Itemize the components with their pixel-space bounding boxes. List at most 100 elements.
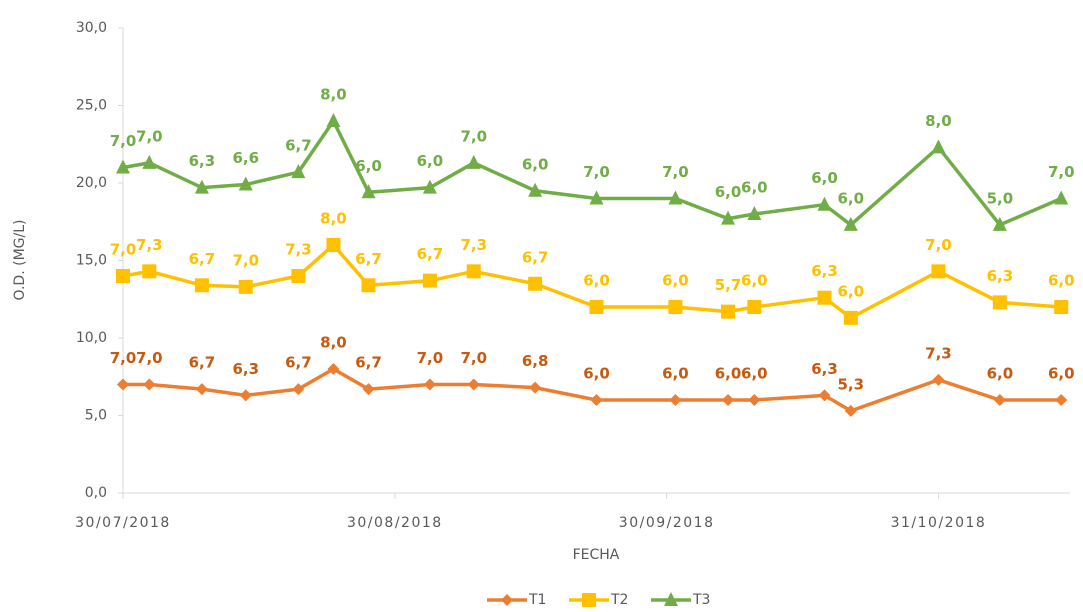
value-label: 6,0 bbox=[355, 157, 382, 175]
marker bbox=[721, 304, 736, 319]
marker bbox=[932, 373, 945, 386]
value-label: 6,0 bbox=[811, 169, 838, 187]
value-label: 6,3 bbox=[811, 360, 838, 378]
value-label: 6,0 bbox=[715, 183, 742, 201]
marker bbox=[194, 278, 209, 293]
y-tick-label: 5,0 bbox=[85, 408, 107, 424]
marker bbox=[1054, 300, 1069, 314]
value-label: 7,0 bbox=[232, 251, 259, 269]
legend-marker bbox=[664, 592, 678, 606]
marker bbox=[528, 276, 543, 291]
value-label: 6,0 bbox=[1048, 365, 1075, 383]
value-label: 5,0 bbox=[987, 189, 1014, 207]
marker bbox=[291, 164, 306, 179]
marker bbox=[239, 389, 252, 402]
value-label: 6,0 bbox=[741, 272, 768, 290]
marker bbox=[817, 196, 832, 211]
marker bbox=[238, 279, 253, 294]
value-label: 6,8 bbox=[522, 352, 549, 370]
marker bbox=[992, 295, 1007, 310]
value-label: 6,7 bbox=[285, 137, 312, 155]
marker bbox=[195, 383, 208, 396]
marker bbox=[843, 310, 858, 325]
value-label: 7,0 bbox=[110, 132, 137, 150]
value-label: 6,0 bbox=[662, 365, 689, 383]
marker bbox=[669, 394, 682, 406]
value-label: 7,0 bbox=[136, 127, 163, 145]
marker bbox=[528, 182, 543, 197]
value-label: 6,3 bbox=[811, 262, 838, 280]
marker bbox=[721, 210, 736, 225]
marker bbox=[1055, 394, 1068, 406]
marker bbox=[292, 383, 305, 396]
value-label: 6,7 bbox=[417, 245, 444, 263]
marker bbox=[590, 394, 603, 406]
marker bbox=[1054, 190, 1069, 205]
value-label: 7,0 bbox=[460, 127, 487, 145]
marker bbox=[992, 216, 1007, 231]
value-label: 7,0 bbox=[1048, 163, 1075, 181]
marker bbox=[467, 378, 480, 391]
value-label: 7,0 bbox=[925, 236, 952, 254]
value-label: 6,7 bbox=[285, 354, 312, 372]
value-label: 8,0 bbox=[320, 210, 347, 228]
marker bbox=[589, 300, 604, 314]
marker bbox=[326, 238, 341, 252]
marker bbox=[589, 190, 604, 205]
value-label: 6,6 bbox=[232, 149, 259, 167]
marker bbox=[326, 113, 341, 127]
value-label: 7,0 bbox=[662, 163, 689, 181]
marker bbox=[116, 159, 130, 174]
value-label: 6,3 bbox=[987, 267, 1014, 285]
y-tick-label: 10,0 bbox=[76, 330, 107, 346]
marker bbox=[931, 139, 946, 154]
marker bbox=[422, 179, 437, 194]
value-label: 6,0 bbox=[583, 365, 610, 383]
marker bbox=[361, 184, 376, 199]
marker bbox=[748, 394, 761, 406]
marker bbox=[327, 363, 340, 375]
value-label: 6,0 bbox=[987, 365, 1014, 383]
marker bbox=[194, 179, 209, 194]
marker bbox=[993, 394, 1006, 406]
value-label: 6,0 bbox=[837, 189, 864, 207]
marker bbox=[362, 383, 375, 396]
marker bbox=[466, 264, 481, 279]
marker bbox=[747, 300, 762, 314]
x-tick-label: 30/07/2018 bbox=[75, 515, 171, 531]
value-label: 7,3 bbox=[136, 236, 163, 254]
marker bbox=[117, 378, 129, 391]
marker bbox=[844, 404, 857, 417]
marker bbox=[142, 264, 157, 279]
marker bbox=[291, 269, 306, 283]
legend-marker bbox=[582, 593, 596, 607]
value-label: 6,7 bbox=[522, 248, 549, 266]
value-label: 6,3 bbox=[232, 360, 259, 378]
legend-label: T2 bbox=[610, 592, 628, 608]
value-label: 6,7 bbox=[355, 354, 382, 372]
marker bbox=[843, 216, 858, 231]
value-label: 7,3 bbox=[460, 236, 487, 254]
y-tick-label: 0,0 bbox=[85, 485, 107, 501]
x-tick-label: 31/10/2018 bbox=[891, 515, 987, 531]
marker bbox=[116, 269, 130, 283]
marker bbox=[142, 154, 157, 169]
marker bbox=[818, 389, 831, 402]
value-label: 6,0 bbox=[417, 152, 444, 170]
value-label: 6,7 bbox=[189, 250, 216, 268]
marker bbox=[747, 206, 762, 220]
marker bbox=[143, 378, 156, 391]
value-label: 8,0 bbox=[320, 86, 347, 104]
legend-marker bbox=[501, 594, 513, 606]
value-label: 7,0 bbox=[583, 163, 610, 181]
value-label: 7,3 bbox=[285, 241, 312, 259]
value-label: 6,3 bbox=[189, 152, 216, 170]
value-label: 7,0 bbox=[110, 349, 137, 367]
y-tick-label: 30,0 bbox=[76, 20, 107, 36]
legend-label: T1 bbox=[528, 592, 546, 608]
value-label: 6,0 bbox=[522, 155, 549, 173]
value-label: 7,3 bbox=[925, 344, 952, 362]
marker bbox=[722, 394, 735, 406]
marker bbox=[668, 300, 683, 314]
